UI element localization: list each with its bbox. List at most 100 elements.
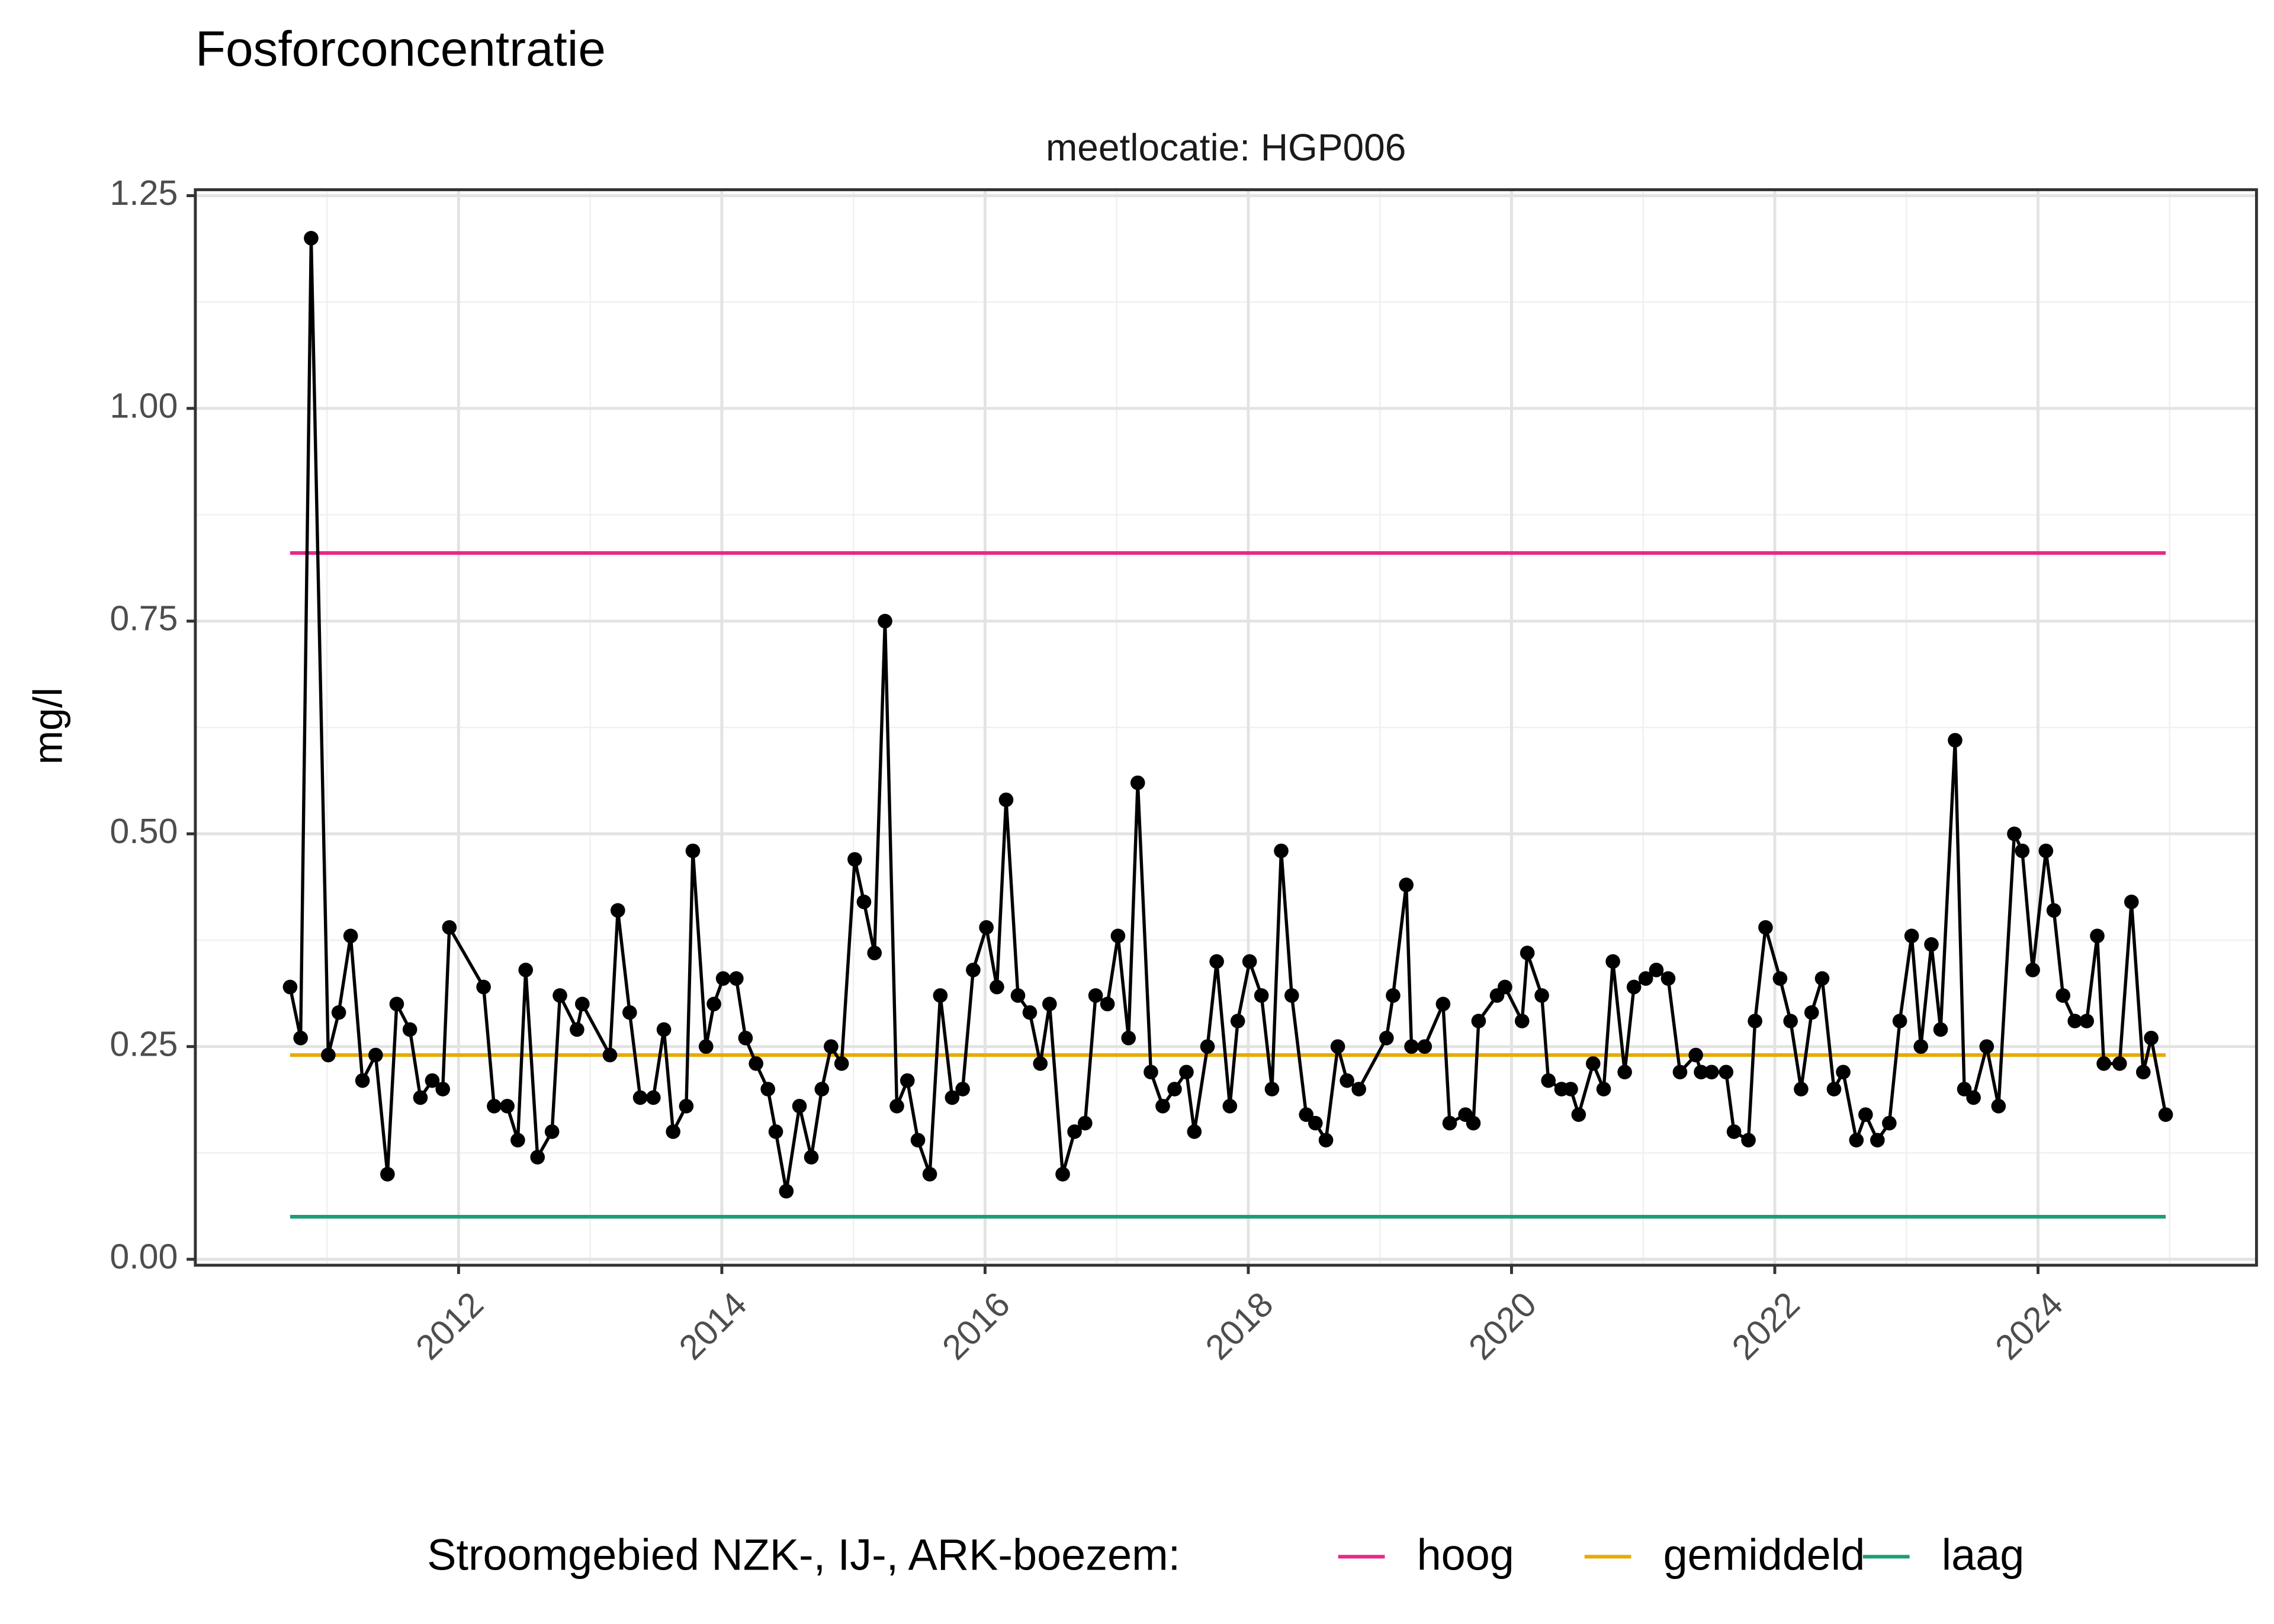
data-point bbox=[1351, 1082, 1366, 1096]
data-point bbox=[1605, 954, 1620, 969]
data-point bbox=[814, 1082, 830, 1096]
data-point bbox=[856, 895, 872, 909]
data-point bbox=[749, 1056, 763, 1071]
data-point bbox=[2055, 988, 2071, 1003]
data-point bbox=[1672, 1065, 1688, 1080]
data-point bbox=[966, 963, 981, 977]
data-point bbox=[282, 979, 298, 995]
data-point bbox=[1167, 1082, 1182, 1096]
data-point bbox=[666, 1124, 680, 1139]
data-point bbox=[1055, 1166, 1070, 1182]
data-point bbox=[715, 971, 731, 986]
data-point bbox=[933, 988, 948, 1003]
data-point bbox=[380, 1166, 395, 1182]
data-point bbox=[1748, 1014, 1762, 1028]
data-point bbox=[1187, 1124, 1202, 1139]
data-point bbox=[2112, 1056, 2127, 1071]
data-point bbox=[1783, 1014, 1798, 1028]
data-point bbox=[945, 1090, 960, 1105]
data-point bbox=[1254, 988, 1269, 1003]
data-point bbox=[1399, 877, 1414, 892]
data-point bbox=[544, 1124, 560, 1139]
data-point bbox=[413, 1090, 428, 1105]
data-point bbox=[847, 852, 862, 867]
data-point bbox=[955, 1082, 970, 1096]
data-point bbox=[1330, 1039, 1345, 1054]
data-point bbox=[1563, 1082, 1578, 1096]
data-point bbox=[1130, 775, 1145, 790]
data-point bbox=[1435, 996, 1451, 1012]
data-point bbox=[1704, 1065, 1719, 1080]
data-point bbox=[1179, 1065, 1194, 1080]
data-point bbox=[2096, 1056, 2111, 1071]
data-point bbox=[1417, 1039, 1433, 1054]
data-point bbox=[1340, 1073, 1354, 1088]
data-point bbox=[1318, 1133, 1334, 1148]
data-point bbox=[1514, 1014, 1530, 1028]
data-point bbox=[518, 963, 534, 977]
data-point bbox=[1230, 1014, 1245, 1028]
data-point bbox=[706, 996, 721, 1012]
data-point bbox=[1758, 920, 1773, 935]
data-point bbox=[1933, 1022, 1948, 1037]
data-point bbox=[1067, 1124, 1082, 1139]
data-point bbox=[1870, 1133, 1885, 1148]
data-point bbox=[321, 1047, 336, 1063]
data-point bbox=[1649, 963, 1664, 977]
data-point bbox=[1585, 1056, 1601, 1071]
y-tick-label: 0.25 bbox=[110, 1024, 178, 1063]
data-point bbox=[435, 1082, 451, 1096]
data-point bbox=[610, 903, 625, 918]
data-point bbox=[2007, 827, 2022, 841]
data-point bbox=[487, 1098, 502, 1114]
data-point bbox=[910, 1133, 926, 1148]
data-point bbox=[510, 1133, 525, 1148]
legend-label: gemiddeld bbox=[1663, 1530, 1865, 1579]
data-point bbox=[1957, 1082, 1972, 1096]
data-point bbox=[1299, 1107, 1314, 1122]
legend-title: Stroomgebied NZK-, IJ-, ARK-boezem: bbox=[427, 1530, 1180, 1579]
data-point bbox=[1913, 1039, 1929, 1054]
data-point bbox=[2158, 1107, 2173, 1122]
data-point bbox=[2038, 843, 2054, 858]
data-point bbox=[779, 1184, 794, 1199]
data-point bbox=[867, 946, 882, 960]
data-point bbox=[553, 988, 567, 1003]
data-point bbox=[2136, 1065, 2151, 1080]
data-point bbox=[1308, 1115, 1323, 1131]
data-point bbox=[1284, 988, 1299, 1003]
chart-title: Fosforconcentratie bbox=[195, 21, 606, 76]
data-point bbox=[304, 231, 319, 246]
data-point bbox=[1155, 1098, 1170, 1114]
data-point bbox=[1882, 1115, 1897, 1131]
y-tick-label: 0.00 bbox=[110, 1237, 178, 1276]
data-point bbox=[402, 1022, 417, 1037]
data-point bbox=[574, 996, 590, 1012]
data-point bbox=[1892, 1014, 1907, 1028]
facet-label: meetlocatie: HGP006 bbox=[1046, 126, 1406, 169]
data-point bbox=[2079, 1014, 2095, 1028]
data-point bbox=[1078, 1115, 1093, 1131]
data-point bbox=[1688, 1047, 1703, 1063]
data-point bbox=[1466, 1115, 1481, 1131]
data-point bbox=[1814, 971, 1830, 986]
data-point bbox=[1966, 1090, 1981, 1105]
data-point bbox=[1904, 928, 1919, 944]
data-point bbox=[922, 1166, 937, 1182]
data-point bbox=[1617, 1065, 1632, 1080]
data-point bbox=[2025, 963, 2040, 977]
data-point bbox=[1471, 1014, 1486, 1028]
data-point bbox=[1804, 1005, 1819, 1020]
data-point bbox=[1794, 1082, 1809, 1096]
data-point bbox=[343, 928, 358, 944]
data-point bbox=[622, 1005, 637, 1020]
data-point bbox=[355, 1073, 370, 1088]
data-point bbox=[1042, 996, 1057, 1012]
legend-label: laag bbox=[1942, 1530, 2025, 1579]
plot-border bbox=[194, 188, 2258, 1267]
data-point bbox=[1121, 1030, 1136, 1046]
y-tick-label: 1.25 bbox=[110, 173, 178, 213]
data-point bbox=[2090, 928, 2105, 944]
